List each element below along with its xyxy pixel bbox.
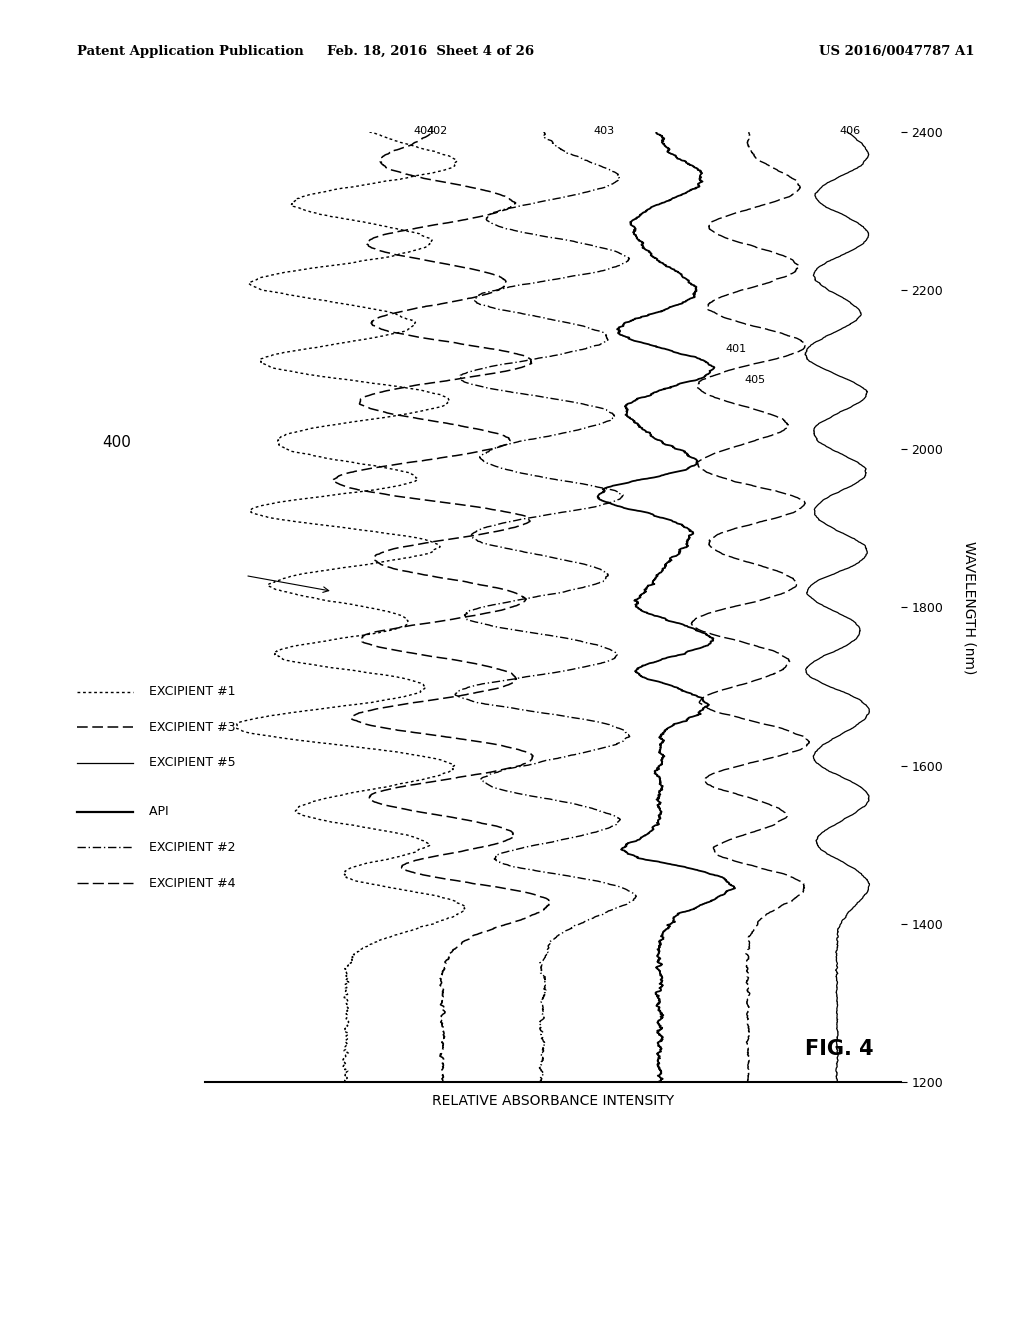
Text: EXCIPIENT #2: EXCIPIENT #2 bbox=[141, 841, 236, 854]
Text: 405: 405 bbox=[744, 375, 766, 385]
Text: 402: 402 bbox=[427, 125, 447, 136]
Text: API: API bbox=[141, 805, 169, 818]
Text: Feb. 18, 2016  Sheet 4 of 26: Feb. 18, 2016 Sheet 4 of 26 bbox=[327, 45, 534, 58]
Text: 406: 406 bbox=[840, 125, 860, 136]
X-axis label: RELATIVE ABSORBANCE INTENSITY: RELATIVE ABSORBANCE INTENSITY bbox=[432, 1093, 674, 1107]
Text: 401: 401 bbox=[725, 343, 746, 354]
Text: 404: 404 bbox=[414, 125, 435, 136]
Text: US 2016/0047787 A1: US 2016/0047787 A1 bbox=[819, 45, 975, 58]
Text: EXCIPIENT #5: EXCIPIENT #5 bbox=[141, 756, 236, 770]
Text: EXCIPIENT #1: EXCIPIENT #1 bbox=[141, 685, 236, 698]
Text: 400: 400 bbox=[102, 434, 131, 450]
Text: EXCIPIENT #4: EXCIPIENT #4 bbox=[141, 876, 236, 890]
Text: Patent Application Publication: Patent Application Publication bbox=[77, 45, 303, 58]
Text: EXCIPIENT #3: EXCIPIENT #3 bbox=[141, 721, 236, 734]
Text: 403: 403 bbox=[594, 125, 615, 136]
Y-axis label: WAVELENGTH (nm): WAVELENGTH (nm) bbox=[963, 540, 977, 675]
Text: FIG. 4: FIG. 4 bbox=[805, 1039, 874, 1060]
